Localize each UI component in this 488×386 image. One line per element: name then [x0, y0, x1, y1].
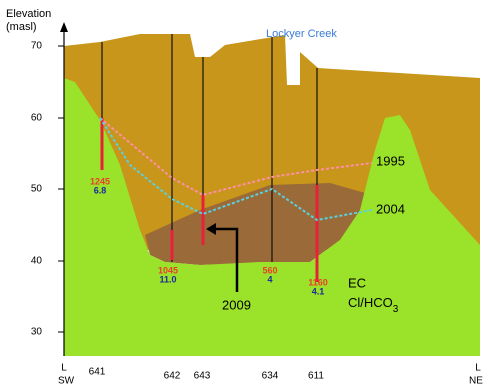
y-tick-label: 40: [31, 256, 43, 267]
bore-id: 641: [89, 367, 106, 378]
legend-ec: EC: [348, 275, 366, 290]
cross-section: 70 60 50 40 30 Elevation (masl) Lockyer …: [0, 0, 488, 386]
end-label: L: [61, 363, 67, 374]
river-label: Lockyer Creek: [266, 28, 337, 40]
y-tick-label: 60: [31, 113, 43, 124]
y-ticks: [58, 46, 64, 332]
end-label: L: [475, 363, 481, 374]
series-label: 2004: [376, 201, 405, 216]
axis-arrow: [60, 22, 68, 32]
y-tick-label: 70: [31, 41, 43, 52]
y-axis-title: Elevation: [6, 8, 51, 20]
ratio-value: 4.1: [312, 286, 325, 296]
ratio-value: 11.0: [159, 274, 176, 284]
bore-id: 642: [164, 371, 181, 382]
y-tick-label: 30: [31, 327, 43, 338]
series-label: 1995: [376, 153, 405, 168]
y-axis-title: (masl): [6, 21, 37, 33]
ratio-value: 6.8: [94, 185, 107, 195]
series-label: 2009: [222, 297, 251, 312]
bore-id: 634: [262, 371, 279, 382]
y-tick-label: 50: [31, 184, 43, 195]
ratio-value: 4: [267, 274, 272, 284]
end-label: NE: [469, 376, 483, 386]
end-label: SW: [58, 376, 75, 386]
bore-id: 643: [194, 371, 211, 382]
bore-id: 611: [308, 371, 324, 382]
